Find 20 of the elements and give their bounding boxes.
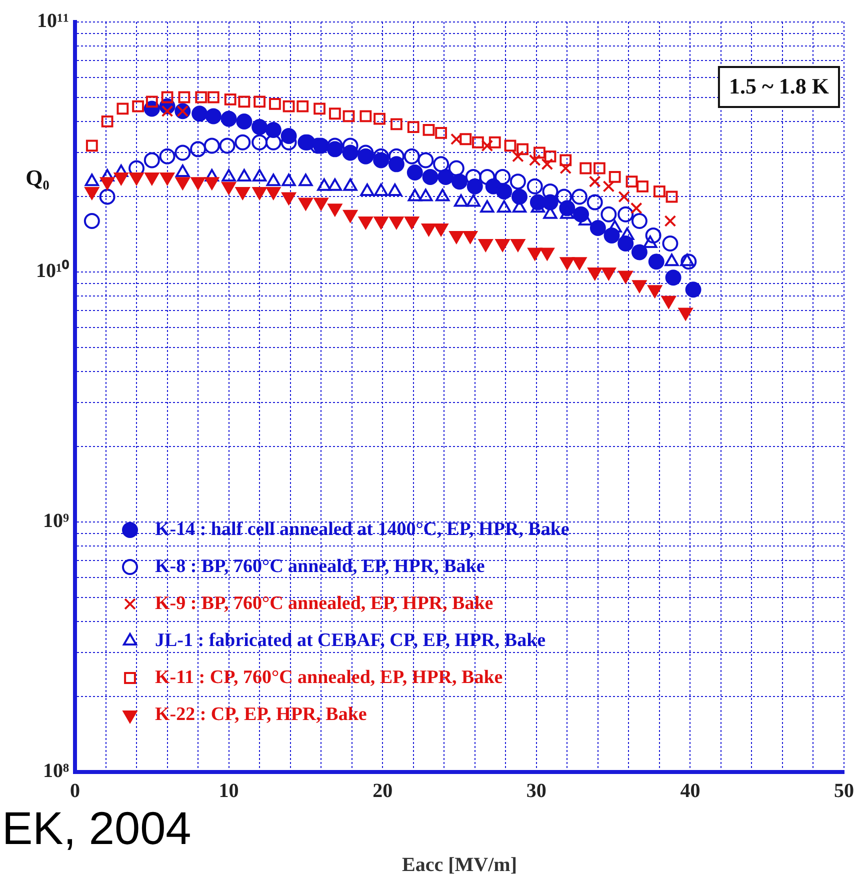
x-tick-label: 20 — [372, 780, 393, 802]
x-tick-label: 50 — [834, 780, 854, 802]
y-axis-title: Q₀ — [26, 165, 50, 190]
text: EK, 2004 — [2, 802, 192, 854]
legend-label: JL-1 : fabricated at CEBAF, CP, EP, HPR, Bake — [155, 630, 546, 651]
x-tick-label: 0 — [70, 780, 80, 802]
y-tick-label: 10¹¹ — [37, 10, 69, 32]
y-tick-label: 10⁹ — [43, 510, 69, 532]
legend-label: K-14 : half cell annealed at 1400°C, EP, HPR, Bake — [155, 518, 570, 540]
x-tick-label: 10 — [218, 780, 239, 802]
annotation: 1.5 ~ 1.8 K — [728, 74, 830, 99]
x-axis-title: Eacc [MV/m] — [402, 854, 517, 876]
x-tick-label: 30 — [526, 780, 546, 802]
x-tick-label: 40 — [680, 780, 700, 802]
legend-label: K-9 : BP, 760°C annealed, EP, HPR, Bake — [155, 592, 494, 614]
legend-label: K-8 : BP, 760°C anneald, EP, HPR, Bake — [155, 556, 485, 577]
y-tick-label: 10¹⁰ — [36, 259, 69, 282]
legend-label: K-11 : CP, 760°C annealed, EP, HPR, Bake — [155, 666, 503, 688]
legend-label: K-22 : CP, EP, HPR, Bake — [155, 704, 367, 725]
y-tick-label: 10⁸ — [43, 760, 69, 782]
